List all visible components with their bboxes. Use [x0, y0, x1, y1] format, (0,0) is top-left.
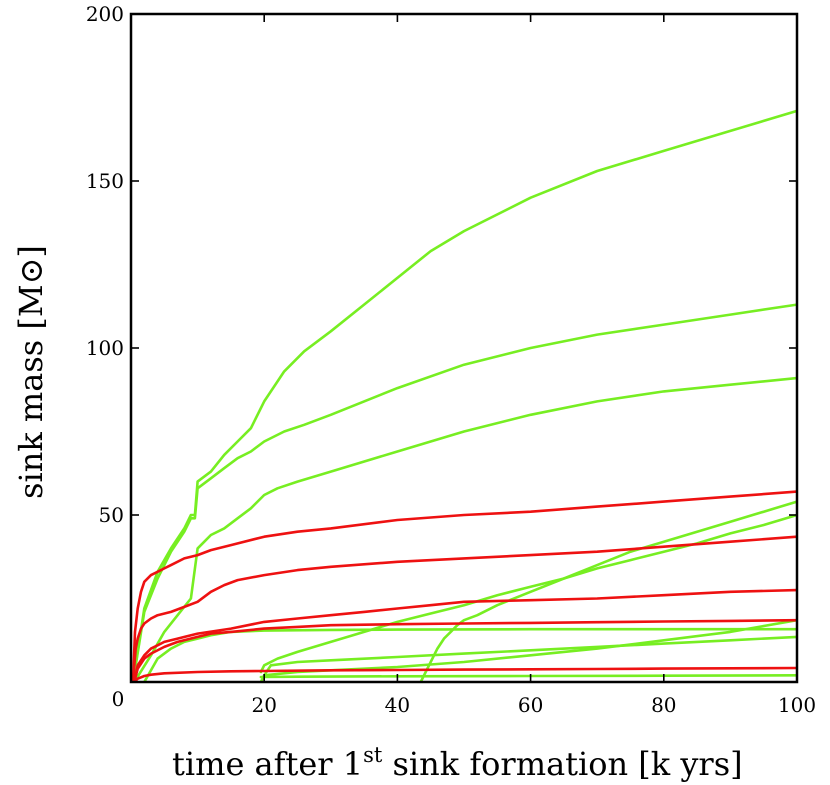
series-line-red-1 [131, 490, 797, 682]
x-axis-title-superscript: st [363, 743, 383, 767]
x-tick-label-100: 100 [778, 693, 816, 717]
series-line-green-9 [259, 673, 797, 679]
y-tick-label-100: 100 [86, 336, 124, 360]
x-axis-title: time after 1st sink formation [k yrs] [172, 743, 743, 783]
x-tick-label-40: 40 [385, 693, 410, 717]
sun-symbol-icon: ⊙ [12, 258, 50, 285]
tick-labels: 20 40 60 80 100 50 100 150 200 [86, 2, 816, 717]
y-tick-label-150: 150 [86, 169, 124, 193]
x-tick-label-80: 80 [651, 693, 676, 717]
y-axis-title: sink mass [M⊙] [12, 245, 50, 499]
series-line-green-2 [131, 303, 797, 682]
series-line-red-3 [133, 588, 797, 682]
x-axis-title-prefix: time after 1 [172, 745, 363, 783]
series-line-green-1 [131, 109, 797, 682]
y-axis-title-suffix: ] [12, 245, 50, 257]
y-tick-label-200: 200 [86, 2, 124, 26]
ticks-group [131, 13, 798, 682]
origin-label: 0 [112, 687, 125, 711]
series-line-green-7 [262, 635, 797, 677]
series-group [131, 109, 797, 682]
series-line-red-5 [133, 666, 797, 682]
x-tick-label-60: 60 [518, 693, 543, 717]
series-line-green-5 [419, 500, 797, 682]
x-tick-label-20: 20 [251, 693, 276, 717]
x-axis-title-suffix: sink formation [k yrs] [382, 745, 742, 783]
series-line-green-8 [259, 618, 797, 682]
y-axis-title-prefix: sink mass [M [12, 284, 50, 499]
y-tick-label-50: 50 [99, 503, 124, 527]
series-line-red-4 [133, 618, 797, 682]
series-line-red-2 [131, 535, 797, 682]
